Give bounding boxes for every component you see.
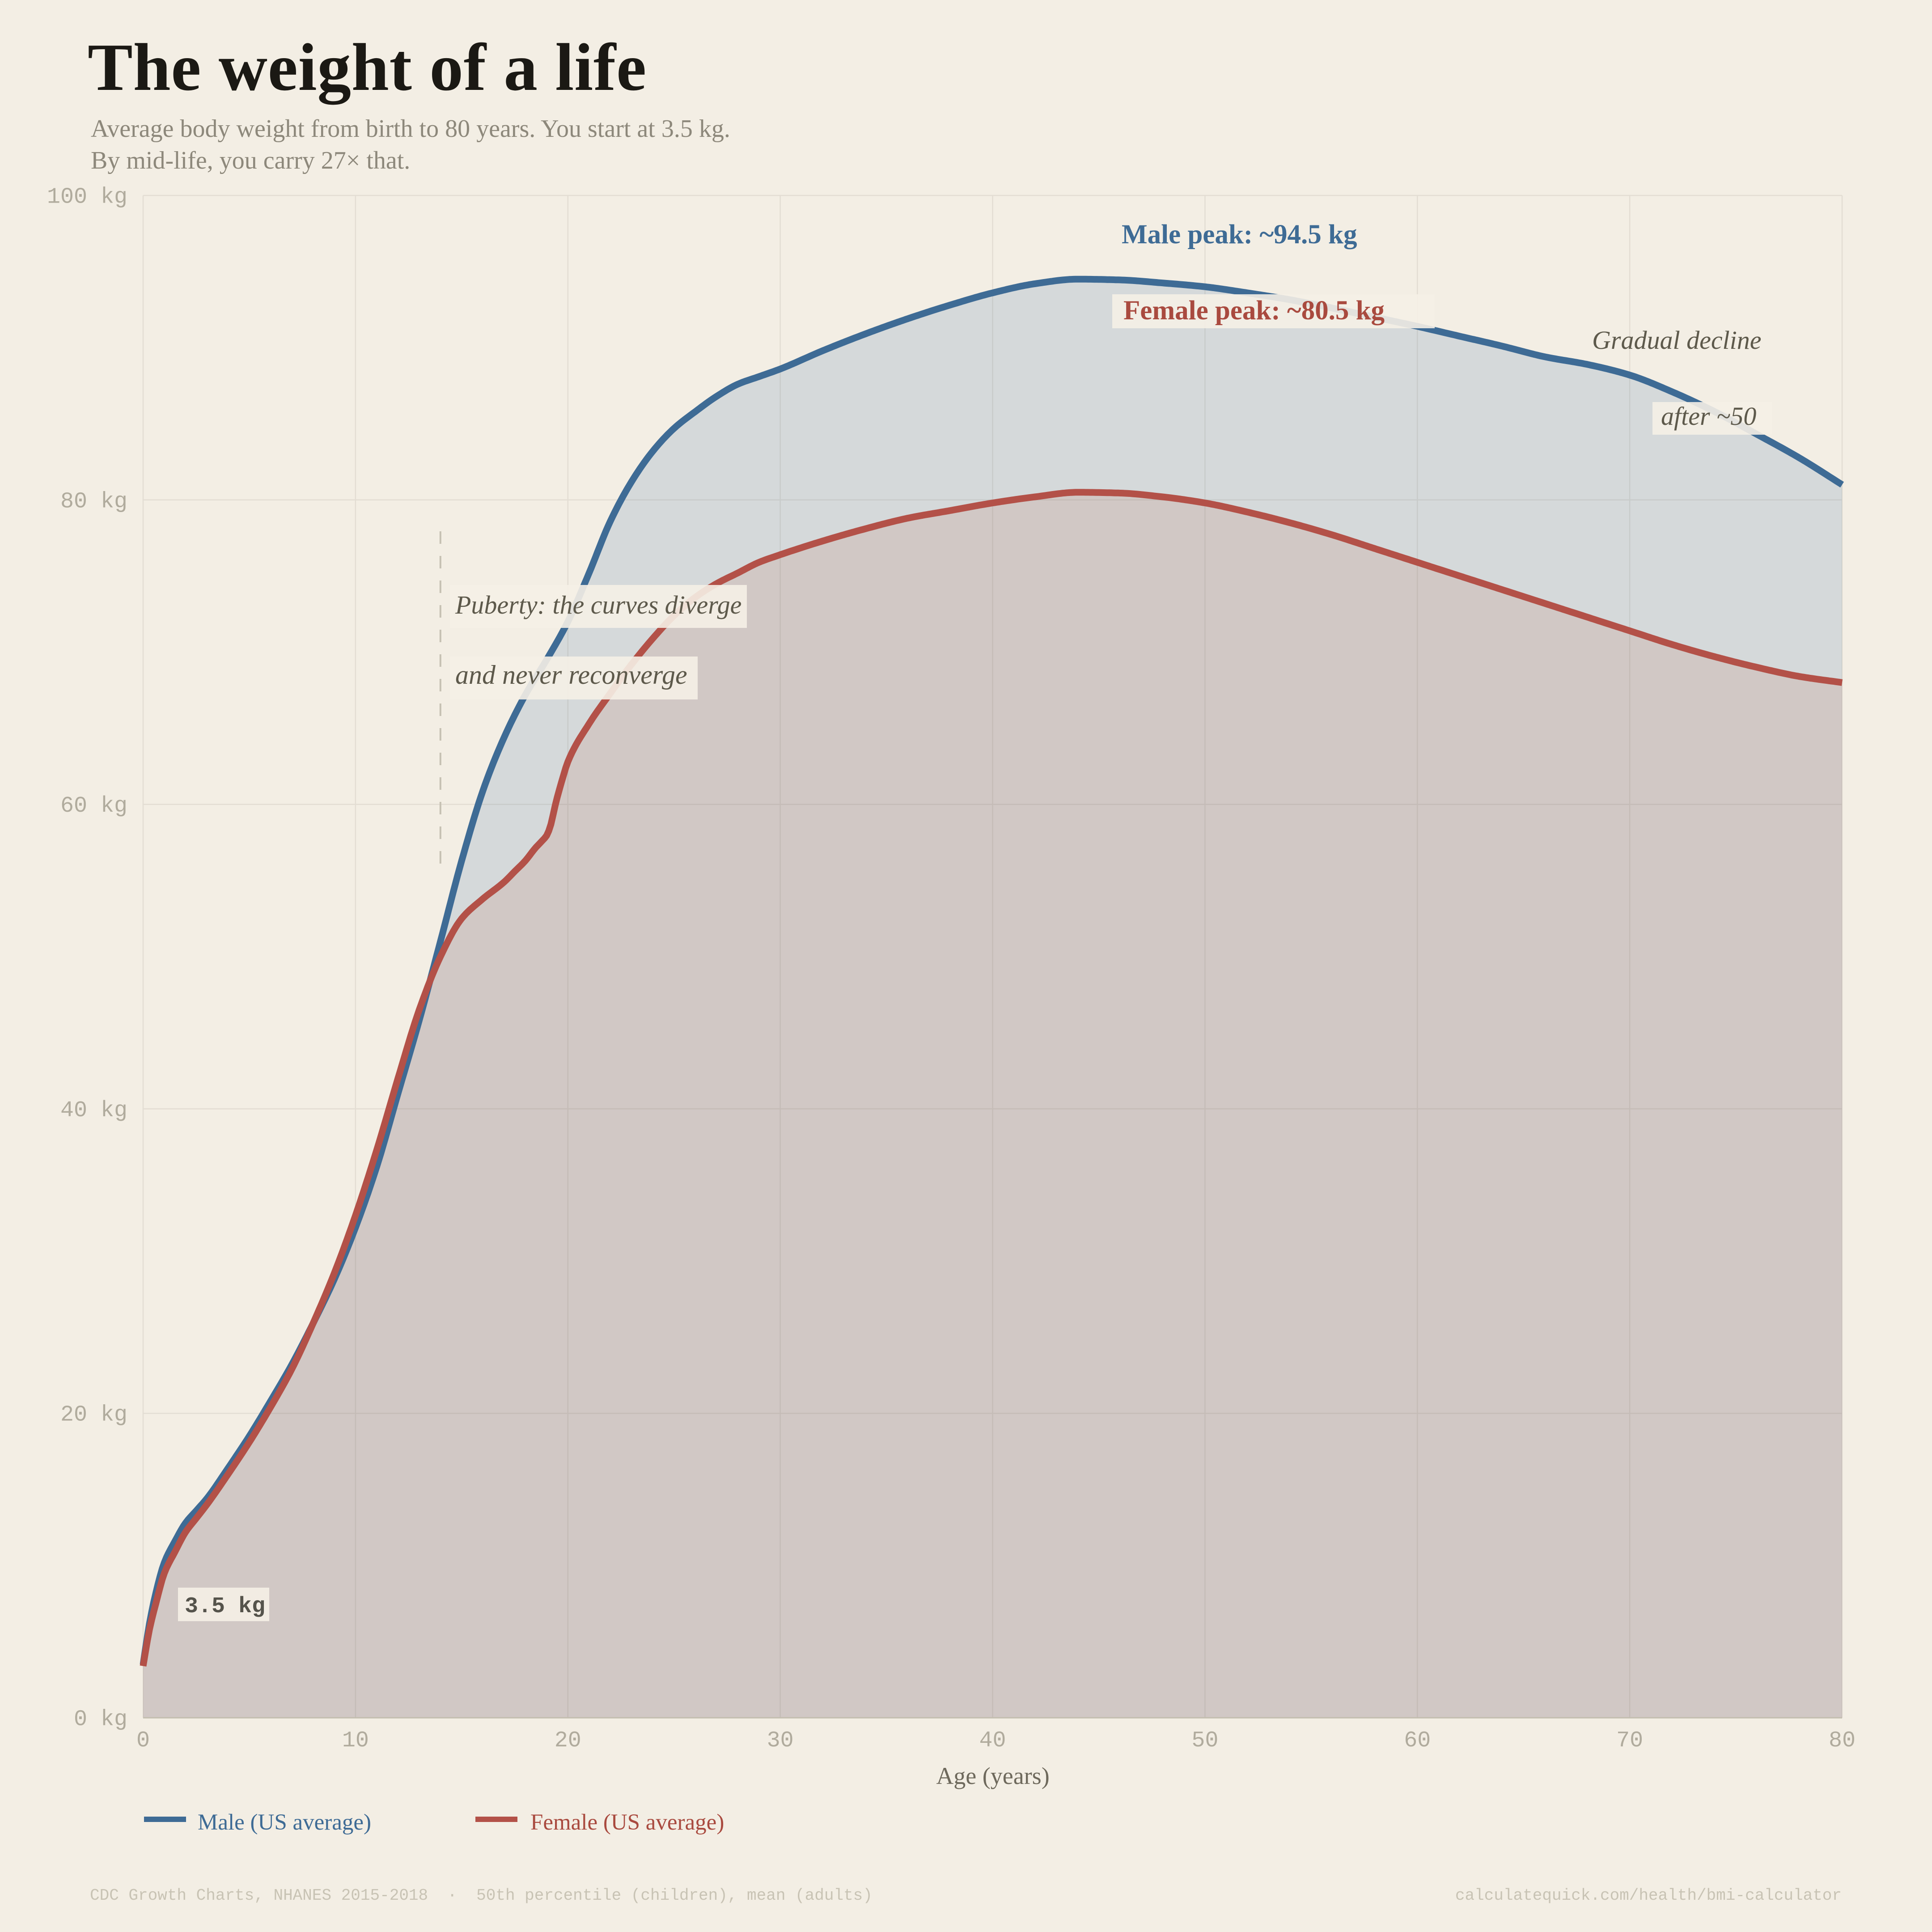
svg-text:0: 0: [136, 1728, 150, 1754]
svg-text:calculatequick.com/health/bmi-: calculatequick.com/health/bmi-calculator: [1455, 1886, 1842, 1905]
svg-text:CDC Growth Charts, NHANES 2015: CDC Growth Charts, NHANES 2015-2018 · 50…: [90, 1886, 873, 1905]
svg-text:70: 70: [1616, 1728, 1643, 1754]
svg-text:0 kg: 0 kg: [74, 1707, 127, 1733]
svg-text:Female peak: ~80.5 kg: Female peak: ~80.5 kg: [1123, 296, 1385, 326]
svg-text:By mid-life, you carry 27× tha: By mid-life, you carry 27× that.: [91, 147, 410, 174]
svg-text:20 kg: 20 kg: [60, 1402, 127, 1428]
svg-text:80 kg: 80 kg: [60, 489, 127, 514]
svg-text:Female (US average): Female (US average): [530, 1810, 724, 1835]
svg-text:60 kg: 60 kg: [60, 793, 127, 819]
svg-text:30: 30: [767, 1728, 794, 1754]
svg-text:3.5 kg: 3.5 kg: [185, 1594, 265, 1619]
svg-text:60: 60: [1404, 1728, 1431, 1754]
svg-text:after ~50: after ~50: [1661, 402, 1756, 431]
svg-text:50: 50: [1191, 1728, 1218, 1754]
svg-text:20: 20: [555, 1728, 581, 1754]
svg-text:40: 40: [979, 1728, 1006, 1754]
svg-text:40 kg: 40 kg: [60, 1098, 127, 1123]
svg-text:10: 10: [342, 1728, 369, 1754]
svg-text:Age (years): Age (years): [936, 1763, 1049, 1789]
svg-text:The weight of a life: The weight of a life: [88, 30, 647, 105]
svg-text:Gradual decline: Gradual decline: [1592, 326, 1762, 355]
svg-text:Male (US average): Male (US average): [198, 1810, 371, 1835]
svg-text:Male peak: ~94.5 kg: Male peak: ~94.5 kg: [1122, 220, 1357, 250]
svg-text:100 kg: 100 kg: [47, 185, 127, 210]
svg-text:and never reconverge: and never reconverge: [455, 660, 687, 690]
svg-text:Average body weight from birth: Average body weight from birth to 80 yea…: [91, 115, 730, 143]
svg-text:Puberty: the curves diverge: Puberty: the curves diverge: [455, 590, 741, 619]
svg-text:80: 80: [1829, 1728, 1856, 1754]
